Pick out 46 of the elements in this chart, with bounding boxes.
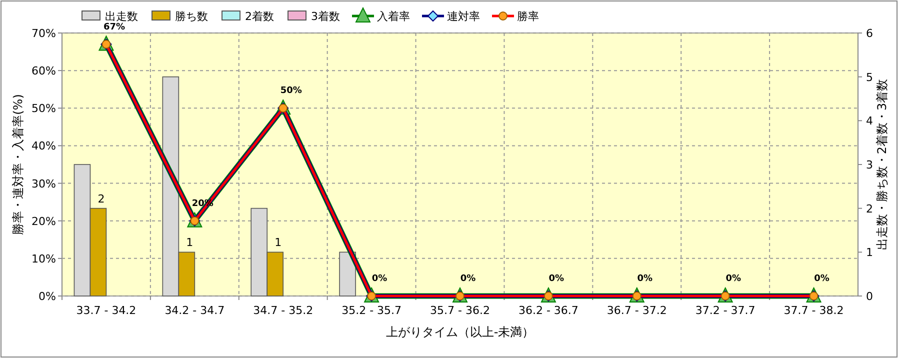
- y2-tick-label: 1: [866, 246, 873, 260]
- data-label: 1: [274, 236, 282, 250]
- legend-label: 連対率: [447, 10, 480, 23]
- y2-axis-title: 出走数・勝ち数・2着数・3着数: [875, 78, 889, 250]
- data-label: 1: [186, 236, 194, 250]
- y-tick-label: 60%: [32, 64, 56, 78]
- y-tick-label: 40%: [32, 140, 56, 153]
- legend-label: 入着率: [377, 10, 410, 23]
- x-tick-label: 37.2 - 37.7: [695, 304, 756, 317]
- y2-tick-label: 3: [866, 158, 873, 172]
- x-tick-label: 35.2 - 35.7: [342, 304, 402, 317]
- y2-tick-label: 6: [866, 27, 873, 40]
- data-label: 0%: [372, 274, 388, 284]
- x-tick-label: 34.2 - 34.7: [164, 304, 225, 317]
- legend-label: 勝ち数: [175, 10, 208, 23]
- x-tick-label: 33.7 - 34.2: [76, 304, 136, 317]
- data-label: 50%: [280, 86, 302, 96]
- y2-tick-label: 2: [866, 202, 873, 216]
- data-label: 2: [98, 192, 105, 206]
- data-label: 0%: [637, 274, 653, 284]
- legend-label: 勝率: [517, 10, 539, 23]
- x-tick-label: 37.7 - 38.2: [784, 304, 844, 317]
- y-tick-label: 50%: [32, 102, 56, 116]
- data-label: 0%: [726, 274, 741, 284]
- y-tick-label: 10%: [32, 252, 56, 266]
- y-tick-label: 70%: [32, 27, 56, 40]
- bar: [339, 252, 356, 296]
- x-tick-label: 36.7 - 37.2: [606, 304, 667, 317]
- legend-label: 2着数: [245, 10, 274, 23]
- y-tick-label: 20%: [32, 214, 56, 228]
- legend-label: 出走数: [105, 10, 138, 23]
- y2-tick-label: 5: [866, 70, 873, 84]
- y-tick-label: 0%: [38, 290, 56, 303]
- x-tick-label: 36.2 - 36.7: [518, 304, 578, 317]
- y-axis-title: 勝率・連対率・入着率(%): [11, 94, 25, 235]
- data-label: 0%: [548, 274, 564, 284]
- y-tick-label: 30%: [32, 177, 56, 190]
- y2-tick-label: 0: [866, 290, 873, 303]
- y2-tick-label: 4: [866, 114, 873, 128]
- x-tick-label: 34.7 - 35.2: [253, 304, 314, 317]
- legend-label: 3着数: [311, 10, 340, 23]
- data-label: 0%: [814, 274, 830, 284]
- data-label: 67%: [103, 22, 125, 32]
- x-tick-label: 35.7 - 36.2: [430, 304, 490, 317]
- data-label: 0%: [460, 274, 476, 284]
- x-axis-title: 上がりタイム（以上-未満）: [386, 325, 534, 339]
